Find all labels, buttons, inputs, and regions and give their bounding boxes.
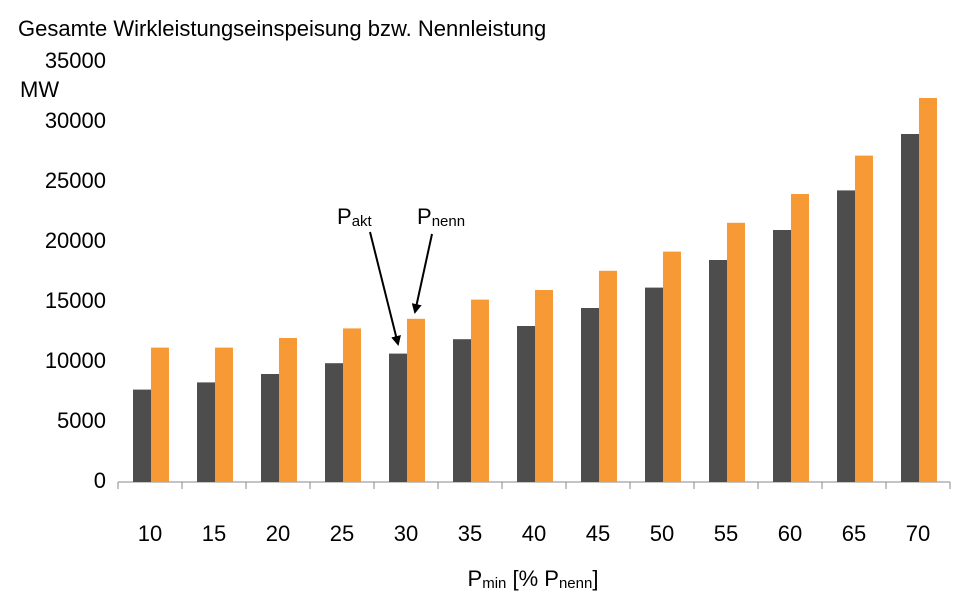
annotation-text: P — [417, 204, 432, 229]
x-tick-label: 55 — [714, 521, 738, 546]
x-tick-label: 65 — [842, 521, 866, 546]
bar — [453, 339, 471, 482]
bar — [261, 374, 279, 482]
x-tick-label: 45 — [586, 521, 610, 546]
annotation: Pakt — [337, 204, 373, 231]
bar — [197, 382, 215, 482]
bar — [343, 328, 361, 482]
annotation-text: P — [337, 204, 352, 229]
y-tick-label: 25000 — [45, 168, 106, 193]
bar — [407, 318, 425, 482]
y-tick-label: 15000 — [45, 288, 106, 313]
annotation-sub: nenn — [432, 213, 465, 230]
bar — [133, 389, 151, 482]
y-tick-label: 5000 — [57, 408, 106, 433]
bar — [279, 338, 297, 482]
y-tick-label: 20000 — [45, 228, 106, 253]
y-tick-label: 10000 — [45, 348, 106, 373]
y-tick-label: 35000 — [45, 48, 106, 73]
bar — [837, 190, 855, 482]
bar — [791, 194, 809, 482]
annotation-sub: akt — [352, 213, 373, 230]
x-label-part: nenn — [559, 575, 592, 592]
x-label-part: [% P — [506, 566, 559, 591]
bar — [325, 363, 343, 482]
bar — [855, 155, 873, 482]
arrow — [369, 231, 401, 346]
bar — [709, 260, 727, 482]
x-tick-label: 25 — [330, 521, 354, 546]
x-tick-label: 30 — [394, 521, 418, 546]
x-tick-label: 50 — [650, 521, 674, 546]
x-tick-label: 35 — [458, 521, 482, 546]
x-tick-label: 15 — [202, 521, 226, 546]
x-axis-label: Pmin [% Pnenn] — [468, 566, 599, 593]
y-tick-label: 0 — [94, 468, 106, 493]
x-label-part: ] — [592, 566, 598, 591]
bar — [215, 347, 233, 482]
arrow — [411, 233, 433, 314]
x-tick-label: 20 — [266, 521, 290, 546]
bar — [599, 270, 617, 482]
x-tick-label: 10 — [138, 521, 162, 546]
bar — [919, 98, 937, 482]
bar — [645, 287, 663, 482]
bar — [517, 326, 535, 482]
x-tick-label: 70 — [906, 521, 930, 546]
x-label-part: P — [468, 566, 483, 591]
x-tick-label: 60 — [778, 521, 802, 546]
x-tick-label: 40 — [522, 521, 546, 546]
y-axis-label: MW — [20, 77, 59, 102]
bar — [901, 134, 919, 482]
bar — [727, 222, 745, 483]
bar — [663, 251, 681, 482]
y-tick-label: 30000 — [45, 108, 106, 133]
bar — [581, 308, 599, 482]
bar — [151, 347, 169, 482]
x-label-part: min — [482, 575, 506, 592]
bar — [471, 299, 489, 482]
chart-title: Gesamte Wirkleistungseinspeisung bzw. Ne… — [18, 16, 546, 41]
bar — [535, 290, 553, 482]
annotation: Pnenn — [417, 204, 465, 231]
bar — [773, 230, 791, 482]
bar — [389, 353, 407, 482]
